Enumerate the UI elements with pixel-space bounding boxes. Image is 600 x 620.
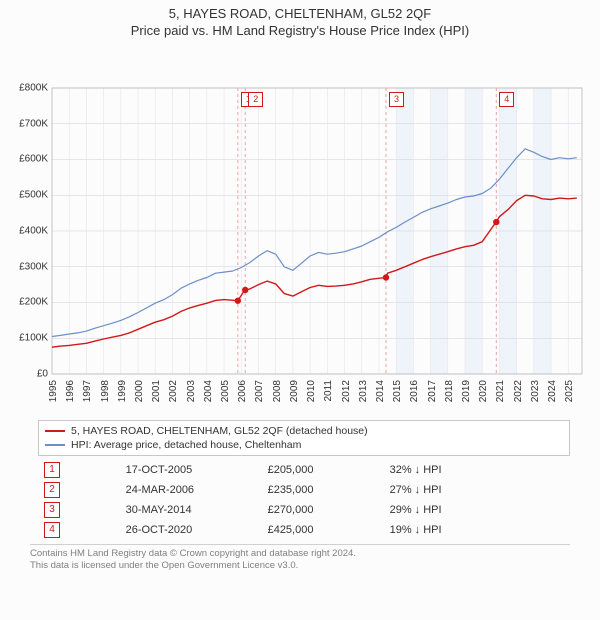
footer-line1: Contains HM Land Registry data © Crown c… bbox=[30, 548, 570, 560]
legend-label: 5, HAYES ROAD, CHELTENHAM, GL52 2QF (det… bbox=[71, 424, 368, 438]
x-tick-label: 2007 bbox=[254, 380, 265, 402]
x-tick-label: 2008 bbox=[272, 380, 283, 402]
event-row: 3 30-MAY-2014£270,00029% ↓ HPI bbox=[38, 500, 570, 520]
event-date: 24-MAR-2006 bbox=[120, 480, 262, 500]
event-date: 26-OCT-2020 bbox=[120, 520, 262, 540]
y-tick-label: £800K bbox=[6, 82, 48, 93]
x-tick-label: 2011 bbox=[323, 380, 334, 402]
y-tick-label: £600K bbox=[6, 154, 48, 165]
title-subtitle: Price paid vs. HM Land Registry's House … bbox=[0, 23, 600, 40]
legend-label: HPI: Average price, detached house, Chel… bbox=[71, 438, 301, 452]
y-tick-label: £300K bbox=[6, 261, 48, 272]
y-tick-label: £200K bbox=[6, 297, 48, 308]
event-price: £205,000 bbox=[262, 460, 384, 480]
event-price: £235,000 bbox=[262, 480, 384, 500]
x-tick-label: 2009 bbox=[289, 380, 300, 402]
x-tick-label: 2022 bbox=[513, 380, 524, 402]
legend: 5, HAYES ROAD, CHELTENHAM, GL52 2QF (det… bbox=[38, 420, 570, 456]
x-tick-label: 2016 bbox=[409, 380, 420, 402]
x-tick-label: 1998 bbox=[100, 380, 111, 402]
title-address: 5, HAYES ROAD, CHELTENHAM, GL52 2QF bbox=[0, 6, 600, 23]
event-marker-badge: 3 bbox=[389, 92, 404, 107]
event-price: £425,000 bbox=[262, 520, 384, 540]
x-tick-label: 2012 bbox=[341, 380, 352, 402]
x-tick-label: 2014 bbox=[375, 380, 386, 402]
x-tick-label: 2023 bbox=[530, 380, 541, 402]
x-tick-label: 2017 bbox=[427, 380, 438, 402]
y-tick-label: £0 bbox=[6, 368, 48, 379]
x-tick-label: 2020 bbox=[478, 380, 489, 402]
x-tick-label: 2018 bbox=[444, 380, 455, 402]
event-badge: 1 bbox=[44, 462, 60, 478]
y-tick-label: £700K bbox=[6, 118, 48, 129]
x-tick-label: 1997 bbox=[82, 380, 93, 402]
x-tick-label: 2015 bbox=[392, 380, 403, 402]
x-tick-label: 2010 bbox=[306, 380, 317, 402]
x-tick-label: 2002 bbox=[168, 380, 179, 402]
x-tick-label: 2006 bbox=[237, 380, 248, 402]
event-vs-hpi: 27% ↓ HPI bbox=[384, 480, 570, 500]
event-marker-badge: 2 bbox=[248, 92, 263, 107]
x-tick-label: 2005 bbox=[220, 380, 231, 402]
x-tick-label: 2024 bbox=[547, 380, 558, 402]
event-vs-hpi: 32% ↓ HPI bbox=[384, 460, 570, 480]
y-tick-label: £400K bbox=[6, 225, 48, 236]
legend-swatch bbox=[45, 430, 65, 432]
event-badge: 4 bbox=[44, 522, 60, 538]
footer-line2: This data is licensed under the Open Gov… bbox=[30, 560, 570, 572]
event-date: 17-OCT-2005 bbox=[120, 460, 262, 480]
event-date: 30-MAY-2014 bbox=[120, 500, 262, 520]
event-row: 4 26-OCT-2020£425,00019% ↓ HPI bbox=[38, 520, 570, 540]
event-row: 2 24-MAR-2006£235,00027% ↓ HPI bbox=[38, 480, 570, 500]
event-vs-hpi: 29% ↓ HPI bbox=[384, 500, 570, 520]
y-tick-label: £500K bbox=[6, 190, 48, 201]
price-vs-hpi-chart: £0 £100K £200K £300K £400K £500K £600K £700K £80… bbox=[0, 44, 600, 414]
event-badge: 2 bbox=[44, 482, 60, 498]
y-tick-label: £100K bbox=[6, 333, 48, 344]
x-tick-label: 2003 bbox=[186, 380, 197, 402]
event-marker-badge: 4 bbox=[499, 92, 514, 107]
x-tick-label: 2013 bbox=[358, 380, 369, 402]
legend-item: 5, HAYES ROAD, CHELTENHAM, GL52 2QF (det… bbox=[45, 424, 563, 438]
x-tick-label: 1999 bbox=[117, 380, 128, 402]
x-tick-label: 2025 bbox=[564, 380, 575, 402]
footer-attribution: Contains HM Land Registry data © Crown c… bbox=[30, 544, 570, 573]
x-tick-label: 2019 bbox=[461, 380, 472, 402]
events-table: 1 17-OCT-2005£205,00032% ↓ HPI 2 24-MAR-200… bbox=[38, 460, 570, 540]
event-row: 1 17-OCT-2005£205,00032% ↓ HPI bbox=[38, 460, 570, 480]
legend-swatch bbox=[45, 444, 65, 446]
x-tick-label: 2021 bbox=[495, 380, 506, 402]
event-price: £270,000 bbox=[262, 500, 384, 520]
event-badge: 3 bbox=[44, 502, 60, 518]
x-tick-label: 1995 bbox=[48, 380, 59, 402]
x-tick-label: 2001 bbox=[151, 380, 162, 402]
titles: 5, HAYES ROAD, CHELTENHAM, GL52 2QF Pric… bbox=[0, 0, 600, 40]
x-tick-label: 2004 bbox=[203, 380, 214, 402]
event-vs-hpi: 19% ↓ HPI bbox=[384, 520, 570, 540]
x-tick-label: 1996 bbox=[65, 380, 76, 402]
x-tick-label: 2000 bbox=[134, 380, 145, 402]
legend-item: HPI: Average price, detached house, Chel… bbox=[45, 438, 563, 452]
